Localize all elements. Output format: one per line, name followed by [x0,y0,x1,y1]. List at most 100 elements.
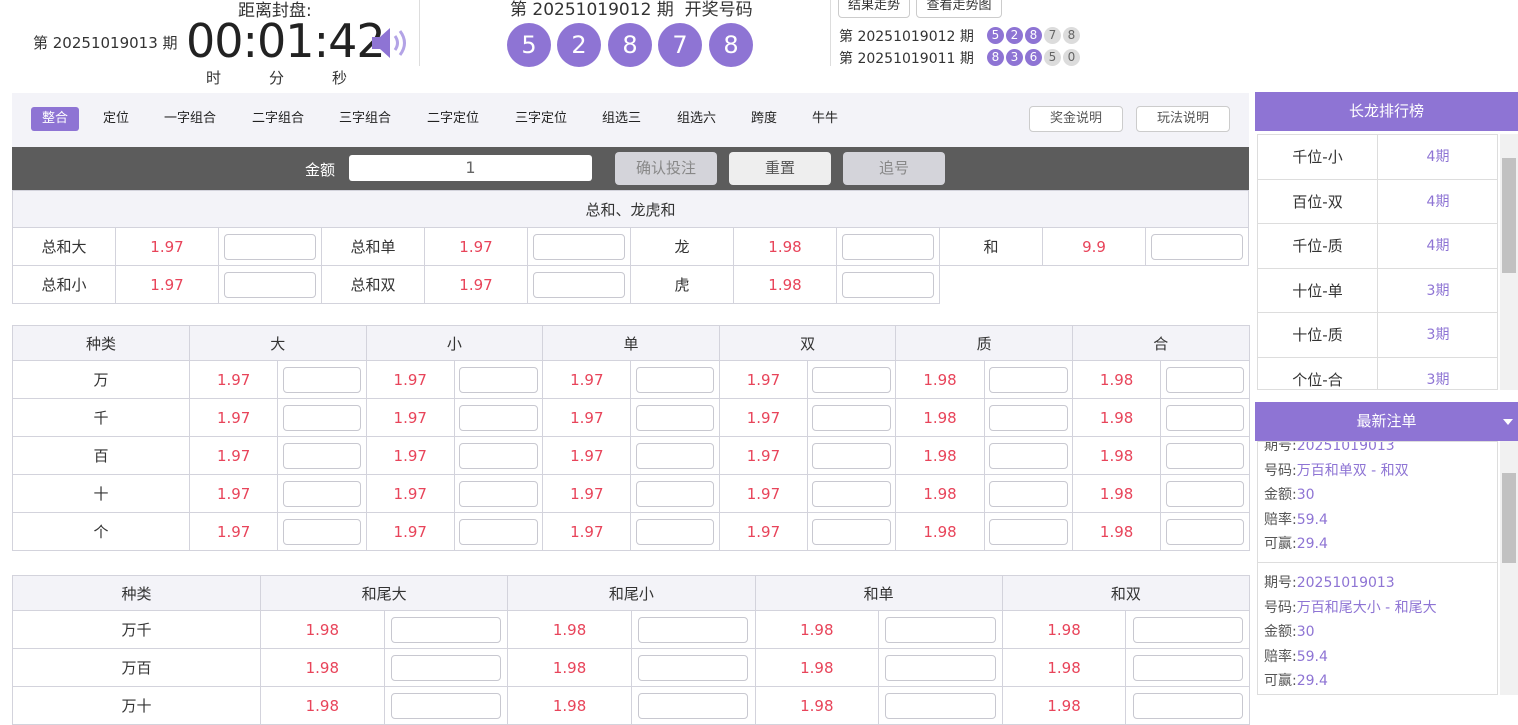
bet-button[interactable]: 确认投注 [615,152,717,185]
ranking-title: 长龙排行榜 [1255,92,1518,131]
tab[interactable]: 组选三 [602,111,642,126]
tab[interactable]: 跨度 [751,111,778,126]
odds: 1.97 [542,360,632,399]
odds-input[interactable] [390,616,502,643]
odds: 1.97 [542,436,632,475]
odds: 1.98 [507,648,632,687]
odds-input[interactable] [282,366,362,393]
odds-input[interactable] [1132,616,1243,643]
odds-input[interactable] [638,616,749,643]
odds-input[interactable] [989,442,1068,469]
odds: 1.98 [754,686,880,725]
odds-input[interactable] [885,616,996,643]
odds-input[interactable] [282,518,362,545]
order-value: 29.4 [1296,673,1328,690]
tab[interactable]: 三字定位 [515,111,568,126]
input-cell [983,360,1073,399]
odds-input[interactable] [635,480,715,507]
odds-input[interactable] [533,271,625,298]
odds-input[interactable] [812,518,891,545]
odds-input[interactable] [1165,442,1245,469]
odds: 1.98 [260,648,385,687]
tab-button[interactable]: 玩法说明 [1136,106,1230,132]
odds: 1.98 [1071,360,1162,399]
odds-input[interactable] [1151,233,1243,260]
header-button[interactable]: 查看走势图 [916,0,1002,18]
odds-input[interactable] [390,692,502,719]
tab[interactable]: 三字组合 [339,111,392,126]
odds: 1.97 [365,360,455,399]
order-value: 万百和尾大小 - 和尾大 [1296,599,1437,616]
input-cell [983,474,1073,513]
odds-input[interactable] [282,480,362,507]
tab[interactable]: 一字组合 [164,111,217,126]
odds: 1.97 [542,512,632,551]
odds-input[interactable] [812,366,891,393]
odds-input[interactable] [812,480,891,507]
history-ball: 8 [987,49,1004,66]
odds-input[interactable] [1165,366,1245,393]
odds-input[interactable] [282,404,362,431]
input-cell [1160,436,1250,475]
odds-input[interactable] [459,442,538,469]
tab[interactable]: 二字定位 [427,111,480,126]
odds-input[interactable] [390,654,502,681]
odds-input[interactable] [842,233,934,260]
odds-input[interactable] [989,518,1068,545]
odds-input[interactable] [989,480,1068,507]
bet-button[interactable]: 追号 [843,152,945,185]
odds: 1.97 [188,512,279,551]
odds-input[interactable] [1132,692,1243,719]
tab[interactable]: 组选六 [677,111,717,126]
digit-table: 种类大小单双质合万 1.97 1.97 1.97 1.97 1.98 1.98 千 1.97 1.… [12,325,1250,551]
tab[interactable]: 定位 [103,111,130,126]
odds: 1.97 [542,474,632,513]
tab[interactable]: 二字组合 [252,111,305,126]
bet-button[interactable]: 重置 [729,152,831,185]
column-header: 双 [718,325,897,361]
odds: 1.98 [1071,512,1162,551]
odds: 1.97 [365,398,455,437]
header-button[interactable]: 结果走势 [838,0,910,18]
odds-input[interactable] [635,366,715,393]
order: 期号:20251019013 号码:万百和单双 - 和双 金额:30 赔率:59.4 可… [1258,442,1497,563]
odds-input[interactable] [812,404,891,431]
odds-input[interactable] [812,442,891,469]
odds-input[interactable] [224,233,316,260]
odds-input[interactable] [638,692,749,719]
divider [419,0,420,66]
odds-input[interactable] [224,271,316,298]
tab[interactable]: 牛牛 [812,111,839,126]
bet-name: 总和小 [12,265,116,304]
odds-input[interactable] [635,518,715,545]
odds-input[interactable] [459,480,538,507]
odds-input[interactable] [635,404,715,431]
row: 总和大 1.97 总和单 1.97 龙 1.98 和 9.9 [12,227,1249,266]
input-cell [277,398,367,437]
odds-input[interactable] [638,654,749,681]
odds-input[interactable] [1165,404,1245,431]
odds-input[interactable] [459,404,538,431]
sum-table: 总和、龙虎和 总和大 1.97 总和单 1.97 龙 1.98 和 9.9 总和小 1.97 总和双 1… [12,190,1249,304]
odds-input[interactable] [533,233,625,260]
odds-input[interactable] [1132,654,1243,681]
order-label: 可赢: [1264,536,1297,553]
sound-icon[interactable] [370,26,408,60]
tab-button[interactable]: 奖金说明 [1029,106,1123,132]
odds-input[interactable] [989,404,1068,431]
odds-input[interactable] [635,442,715,469]
odds-input[interactable] [459,366,538,393]
odds: 1.97 [542,398,632,437]
odds-input[interactable] [842,271,934,298]
odds-input[interactable] [989,366,1068,393]
draw-ball: 2 [557,23,601,67]
odds-input[interactable] [1165,480,1245,507]
odds-input[interactable] [885,654,996,681]
amount-input[interactable]: 1 [349,155,592,181]
tab[interactable]: 整合 [31,107,80,131]
odds-input[interactable] [1165,518,1245,545]
odds-input[interactable] [282,442,362,469]
dropdown-caret[interactable] [1503,419,1513,425]
odds-input[interactable] [885,692,996,719]
odds-input[interactable] [459,518,538,545]
